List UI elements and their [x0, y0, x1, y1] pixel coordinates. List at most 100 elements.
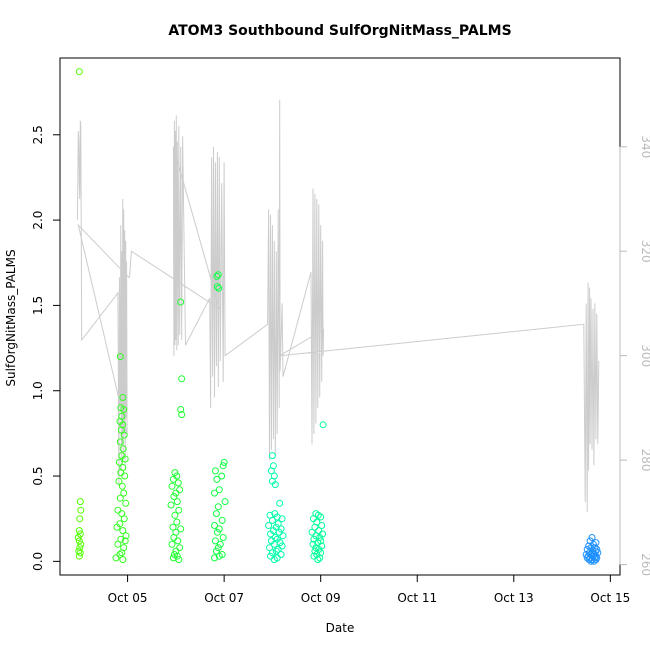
data-point — [118, 549, 126, 557]
data-point — [582, 551, 590, 558]
data-point — [174, 479, 182, 487]
data-point — [218, 516, 226, 524]
data-point — [312, 532, 320, 540]
data-point — [175, 556, 183, 564]
data-point — [76, 544, 84, 552]
data-point — [169, 523, 177, 531]
chart-title: ATOM3 Southbound SulfOrgNitMass_PALMS — [168, 23, 511, 39]
data-point — [218, 472, 226, 480]
data-point — [270, 540, 278, 548]
data-point — [212, 510, 220, 518]
data-point — [117, 426, 125, 434]
data-point — [122, 532, 130, 540]
data-point — [168, 540, 176, 548]
data-point — [115, 477, 123, 485]
data-point — [177, 298, 185, 306]
data-point — [270, 556, 278, 564]
data-point — [215, 486, 223, 494]
data-point — [211, 537, 219, 545]
data-point — [310, 535, 318, 543]
data-point — [172, 547, 180, 555]
data-point — [277, 525, 285, 533]
data-point — [268, 452, 276, 460]
data-point — [77, 540, 85, 548]
data-point — [177, 406, 185, 413]
y-tick-label: 2.0 — [31, 211, 45, 230]
data-point — [76, 549, 84, 557]
data-point — [268, 516, 276, 524]
data-point — [219, 534, 227, 541]
data-point — [118, 482, 126, 490]
x-tick-label: Oct 05 — [108, 591, 148, 605]
data-point — [216, 540, 224, 548]
data-point — [220, 458, 228, 466]
data-point — [212, 547, 220, 555]
x-tick-label: Oct 09 — [301, 591, 341, 605]
data-point — [211, 467, 219, 475]
data-point — [121, 472, 129, 480]
data-point — [591, 544, 599, 552]
data-point — [117, 469, 125, 477]
data-point — [588, 534, 596, 541]
y-tick-label: 1.0 — [31, 381, 45, 400]
data-point — [213, 272, 221, 280]
data-point — [585, 556, 593, 564]
data-point — [74, 534, 82, 541]
y2-tick-label: 300 — [639, 344, 650, 367]
data-point — [275, 528, 283, 536]
data-point — [167, 501, 175, 509]
data-point — [114, 506, 122, 514]
data-point — [265, 522, 273, 529]
data-point — [178, 411, 186, 419]
data-point — [211, 489, 218, 497]
data-point — [590, 557, 598, 565]
data-point — [274, 520, 282, 528]
data-point — [267, 530, 274, 538]
data-point — [211, 554, 218, 562]
data-point — [594, 549, 602, 557]
data-point — [114, 540, 122, 548]
data-point — [116, 551, 124, 558]
data-point — [171, 469, 179, 477]
data-point — [274, 545, 282, 553]
data-point — [271, 481, 279, 489]
data-point — [75, 68, 83, 76]
data-point — [266, 544, 273, 552]
data-point — [75, 537, 83, 545]
y-tick-label: 2.5 — [31, 125, 45, 144]
data-point — [116, 438, 124, 446]
data-point — [308, 528, 316, 536]
data-point — [589, 547, 597, 555]
data-point — [588, 556, 596, 564]
data-point — [221, 498, 229, 506]
data-point — [172, 489, 180, 497]
data-point — [75, 552, 83, 560]
data-point — [173, 498, 181, 506]
data-point — [117, 535, 125, 543]
data-point — [318, 522, 326, 529]
data-point — [278, 542, 286, 550]
data-point — [213, 528, 221, 536]
data-point — [278, 515, 286, 523]
data-point — [592, 547, 600, 555]
right-axis-line-series — [76, 99, 600, 513]
data-point — [171, 511, 179, 519]
x-axis-label: Date — [326, 621, 355, 635]
data-point — [215, 284, 223, 292]
data-point — [592, 556, 600, 564]
data-point — [112, 554, 120, 562]
data-point — [116, 353, 124, 361]
data-point — [76, 498, 84, 506]
data-point — [214, 544, 222, 552]
data-point — [170, 534, 178, 541]
data-point — [273, 513, 281, 521]
data-point — [213, 475, 221, 483]
data-point — [177, 525, 185, 533]
data-point — [279, 532, 287, 540]
data-point — [119, 556, 127, 564]
y-tick-label: 1.5 — [31, 296, 45, 315]
data-point — [319, 421, 327, 429]
data-point — [175, 506, 183, 514]
